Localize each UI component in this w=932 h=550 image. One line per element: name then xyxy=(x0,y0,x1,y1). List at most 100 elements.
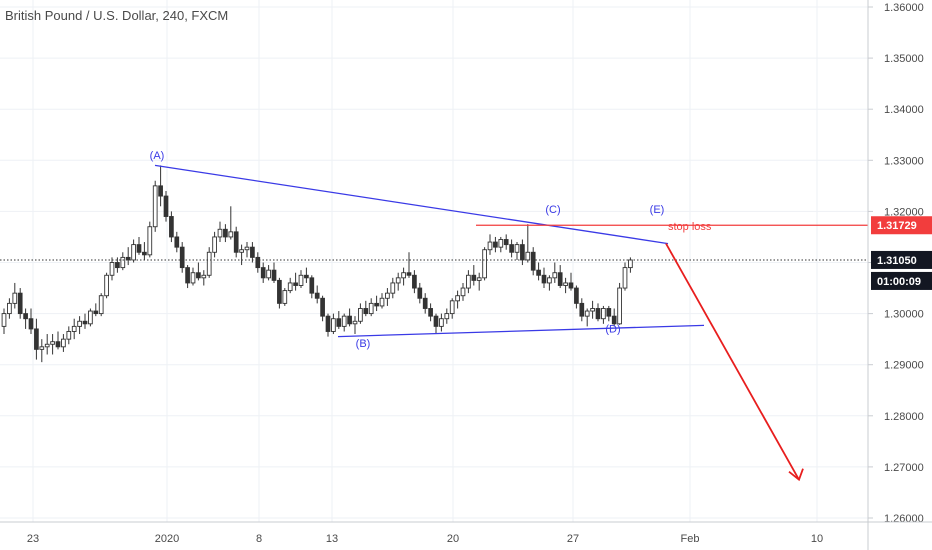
candle-body xyxy=(163,195,169,217)
x-tick-label: 8 xyxy=(256,533,262,545)
projection-arrowhead xyxy=(788,468,804,482)
candle-body xyxy=(152,185,158,228)
x-tick-label: 13 xyxy=(326,533,338,545)
candle-body xyxy=(212,236,217,253)
candle-body xyxy=(590,308,595,312)
candle-body xyxy=(412,274,417,289)
candle-body xyxy=(428,308,433,317)
candle-body xyxy=(28,318,34,330)
drawing-overlays: stop loss (A) (B) (C) (D) (E) xyxy=(0,150,868,482)
y-tick-label: 1.33000 xyxy=(884,155,924,167)
y-tick-label: 1.36000 xyxy=(884,2,924,14)
candle-body xyxy=(611,315,617,325)
candle-body xyxy=(449,300,455,315)
candle-body xyxy=(401,272,406,279)
candle-body xyxy=(487,241,493,251)
candle-body xyxy=(282,290,288,304)
x-tick-label: 20 xyxy=(447,533,459,545)
candle-body xyxy=(169,216,174,238)
candle-body xyxy=(255,256,261,269)
candle-body xyxy=(471,274,477,281)
candle-body xyxy=(557,272,563,286)
candle-body xyxy=(7,302,12,315)
candle-body xyxy=(541,274,547,284)
candle-body xyxy=(530,251,536,271)
candle-body xyxy=(266,269,271,279)
candle-body xyxy=(147,226,153,256)
candle-body xyxy=(61,338,66,348)
candle-body xyxy=(379,297,385,307)
x-tick-label: 27 xyxy=(567,533,579,545)
stop-price-tag: 1.31729 xyxy=(877,220,917,232)
candle-body xyxy=(433,315,439,327)
candle-body xyxy=(374,302,379,307)
current-price-tag-bg xyxy=(871,250,932,269)
candle-body xyxy=(39,346,45,350)
candle-body xyxy=(120,256,126,269)
candle-body xyxy=(293,282,298,286)
candle-body xyxy=(239,249,244,253)
candle-body xyxy=(385,292,390,299)
candle-body xyxy=(347,315,352,325)
candle-body xyxy=(250,246,255,258)
candle-body xyxy=(98,295,104,315)
candle-body xyxy=(455,295,460,302)
x-tick-label: 10 xyxy=(811,533,823,545)
candle-body xyxy=(568,282,574,289)
candle-body xyxy=(628,259,633,269)
y-tick-label: 1.32000 xyxy=(884,206,924,218)
candle-body xyxy=(617,287,622,325)
candle-body xyxy=(109,262,115,276)
upper-trendline xyxy=(154,164,669,245)
projection-arrow-line xyxy=(665,243,800,481)
candle-body xyxy=(55,341,61,348)
candle-body xyxy=(336,318,342,327)
candle-body xyxy=(88,310,93,325)
candle-body xyxy=(574,287,579,304)
candle-body xyxy=(552,272,558,279)
candle-body xyxy=(93,310,99,315)
candle-body xyxy=(50,341,55,345)
candle-body xyxy=(158,185,163,197)
candle-body xyxy=(206,251,212,276)
candle-body xyxy=(536,269,541,276)
candle-body xyxy=(125,256,131,261)
candle-body xyxy=(363,308,369,315)
y-tick-label: 1.29000 xyxy=(884,360,924,372)
y-tick-label: 1.28000 xyxy=(884,411,924,423)
candle-body xyxy=(331,318,336,332)
candle-body xyxy=(71,325,77,332)
candle-body xyxy=(314,292,320,299)
y-tick-label: 1.34000 xyxy=(884,104,924,116)
candle-body xyxy=(34,328,39,350)
candle-body xyxy=(223,228,228,238)
candle-body xyxy=(142,251,147,256)
candle-body xyxy=(325,315,331,332)
candle-body xyxy=(358,308,363,322)
candle-body xyxy=(66,331,72,340)
stop-loss-label: stop loss xyxy=(668,221,712,233)
y-tick-label: 1.26000 xyxy=(884,513,924,525)
candle-body xyxy=(277,279,282,304)
candle-body xyxy=(498,239,504,248)
candle-body xyxy=(520,244,525,261)
countdown-tag-bg xyxy=(871,271,932,290)
candle-body xyxy=(460,287,466,297)
candle-body xyxy=(115,262,120,269)
candle-body xyxy=(606,308,612,317)
candle-body xyxy=(1,313,7,327)
y-tick-label: 1.27000 xyxy=(884,462,924,474)
candle-body xyxy=(368,302,374,315)
candle-body xyxy=(244,246,250,251)
wave-label: (B) xyxy=(356,338,371,350)
countdown-tag: 01:00:09 xyxy=(877,276,921,288)
lower-trendline xyxy=(337,324,705,338)
candle-body xyxy=(287,282,293,292)
candle-body xyxy=(406,272,412,276)
x-tick-label: 23 xyxy=(27,533,39,545)
candle-body xyxy=(44,343,50,348)
candle-body xyxy=(595,308,601,320)
candle-body xyxy=(493,241,498,248)
candle-body xyxy=(622,267,628,289)
